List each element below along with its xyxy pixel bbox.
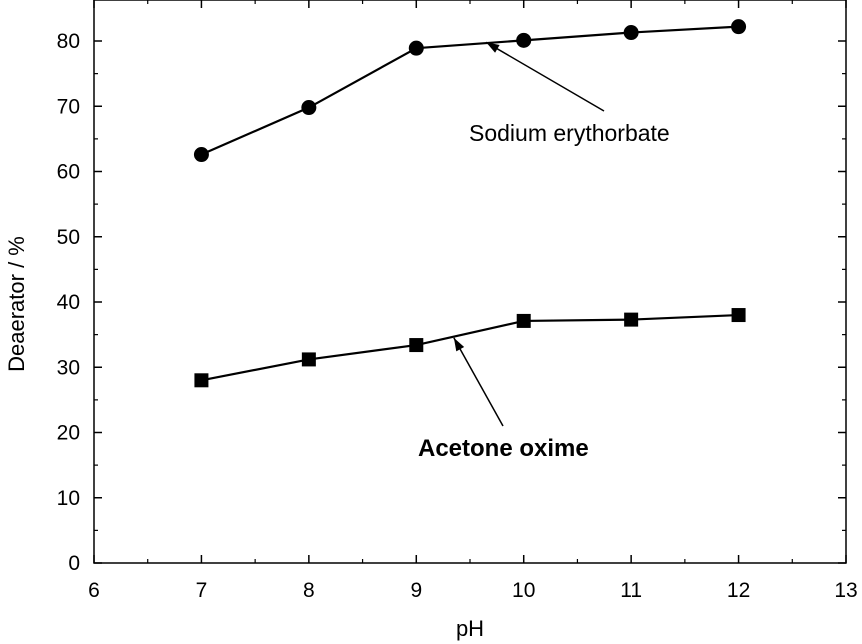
annotations: Sodium erythorbate Acetone oxime [418, 41, 670, 462]
data-point [193, 147, 209, 163]
y-tick-label: 60 [57, 161, 80, 184]
data-point [301, 100, 317, 116]
y-tick-label: 30 [57, 356, 80, 379]
x-tick-label: 11 [620, 579, 642, 602]
data-point [731, 308, 746, 323]
series-line [201, 313, 739, 382]
y-tick-label: 50 [57, 226, 80, 249]
x-tick-label: 13 [834, 579, 857, 602]
y-axis-title: Deaerator / % [4, 236, 29, 372]
x-tick-label: 10 [512, 579, 535, 602]
x-tick-label: 12 [727, 579, 750, 602]
data-point [731, 19, 747, 35]
series [193, 19, 747, 163]
data-point [516, 313, 531, 328]
data-point [516, 32, 532, 48]
x-axis-ticks: 6 7 8 9 10 11 12 13 [88, 0, 858, 602]
annotation-arrowhead [453, 337, 465, 352]
series-line [200, 25, 739, 156]
x-tick-label: 9 [410, 579, 422, 602]
annotation-label: Sodium erythorbate [469, 120, 670, 146]
y-tick-label: 40 [57, 291, 80, 314]
y-axis-ticks: 0 10 20 30 40 50 60 70 80 [57, 30, 846, 575]
annotation-arrow [485, 41, 605, 112]
data-point [301, 352, 316, 367]
series [194, 308, 746, 388]
y-tick-label: 70 [57, 95, 80, 118]
x-tick-label: 6 [88, 579, 100, 602]
x-tick-label: 8 [303, 579, 315, 602]
y-tick-label: 10 [57, 487, 80, 510]
annotation-arrow [453, 337, 504, 427]
x-tick-label: 7 [196, 579, 208, 602]
data-point [624, 312, 639, 327]
y-tick-label: 20 [57, 422, 80, 445]
data-point [623, 25, 639, 41]
y-tick-label: 0 [68, 552, 80, 575]
annotation-label: Acetone oxime [418, 435, 589, 462]
annotation-arrowhead [486, 42, 500, 53]
data-point [409, 338, 424, 353]
data-point [408, 40, 424, 56]
data-point [194, 373, 209, 388]
x-axis-title: pH [456, 616, 484, 641]
plot-frame [93, 0, 847, 564]
series-layer [193, 19, 747, 388]
y-tick-label: 80 [57, 30, 80, 53]
